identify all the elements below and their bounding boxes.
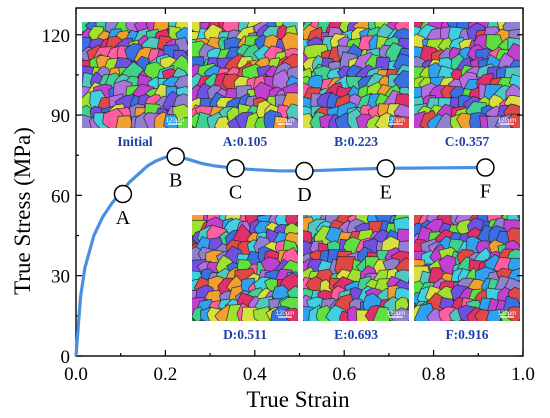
marked-points: A B C D E F: [113, 147, 495, 229]
grain-map: [414, 22, 520, 128]
grain-map: [192, 215, 298, 321]
point-marker-f: [476, 158, 495, 177]
point-label-a: A: [116, 207, 131, 229]
y-tick-label: 120: [42, 26, 71, 47]
micrograph-inset: 120μm F:0.916: [414, 215, 520, 342]
point-label-f: F: [480, 181, 491, 203]
micrograph-inset: 120μm A:0.105: [192, 22, 298, 149]
point-label-b: B: [169, 170, 182, 192]
y-axis-title: True Stress (MPa): [10, 127, 35, 295]
x-tick-label: 0.8: [422, 364, 446, 385]
grain-map: [303, 22, 409, 128]
y-tick-label: 60: [51, 186, 70, 207]
inset-caption: D:0.511: [223, 327, 267, 342]
point-marker-d: [295, 161, 314, 181]
grain-map: [303, 215, 409, 321]
y-tick-label: 0: [61, 347, 71, 368]
scale-label: 120μm: [387, 118, 405, 124]
x-tick-label: 0.0: [64, 364, 88, 385]
micrograph-inset: 120μm B:0.223: [303, 22, 409, 149]
scale-label: 120μm: [498, 118, 516, 124]
x-tick-label: 0.6: [332, 364, 356, 385]
x-tick-label: 0.4: [243, 364, 267, 385]
axes: 0.0 0.2 0.4 0.6 0.8 1.0 0 30 60 90 120: [42, 7, 535, 385]
scale-label: 120μm: [166, 118, 184, 124]
point-marker-a: [113, 184, 133, 204]
point-label-d: D: [297, 184, 311, 206]
micrograph-inset: 120μm C:0.357: [414, 22, 520, 149]
inset-caption: E:0.693: [334, 327, 378, 342]
inset-caption: F:0.916: [445, 327, 488, 342]
point-marker-c: [226, 159, 245, 178]
point-label-c: C: [229, 181, 242, 203]
y-tick-label: 90: [51, 106, 70, 127]
inset-caption: Initial: [117, 134, 153, 149]
grain-map: [192, 22, 298, 128]
y-tick-label: 30: [51, 267, 70, 288]
scale-label: 120μm: [387, 311, 405, 317]
x-tick-label: 0.2: [154, 364, 178, 385]
point-label-e: E: [380, 181, 392, 203]
micrograph-inset: 120μm E:0.693: [303, 215, 409, 342]
scale-label: 120μm: [276, 118, 294, 124]
x-axis-title: True Strain: [246, 387, 350, 412]
micrograph-inset: 120μm Initial: [82, 22, 188, 149]
x-tick-label: 1.0: [511, 364, 535, 385]
grain-map: [414, 215, 520, 321]
scale-label: 120μm: [276, 311, 294, 317]
micrograph-insets: 120μmInitial120μmA:0.105120μmB:0.223120μ…: [82, 22, 520, 342]
micrograph-inset: 120μm D:0.511: [192, 215, 298, 342]
point-marker-e: [376, 159, 396, 178]
inset-caption: B:0.223: [334, 134, 378, 149]
scale-label: 120μm: [498, 311, 516, 317]
point-marker-b: [166, 147, 185, 166]
inset-caption: C:0.357: [445, 134, 490, 149]
grain-map: [82, 22, 188, 128]
inset-caption: A:0.105: [223, 134, 268, 149]
